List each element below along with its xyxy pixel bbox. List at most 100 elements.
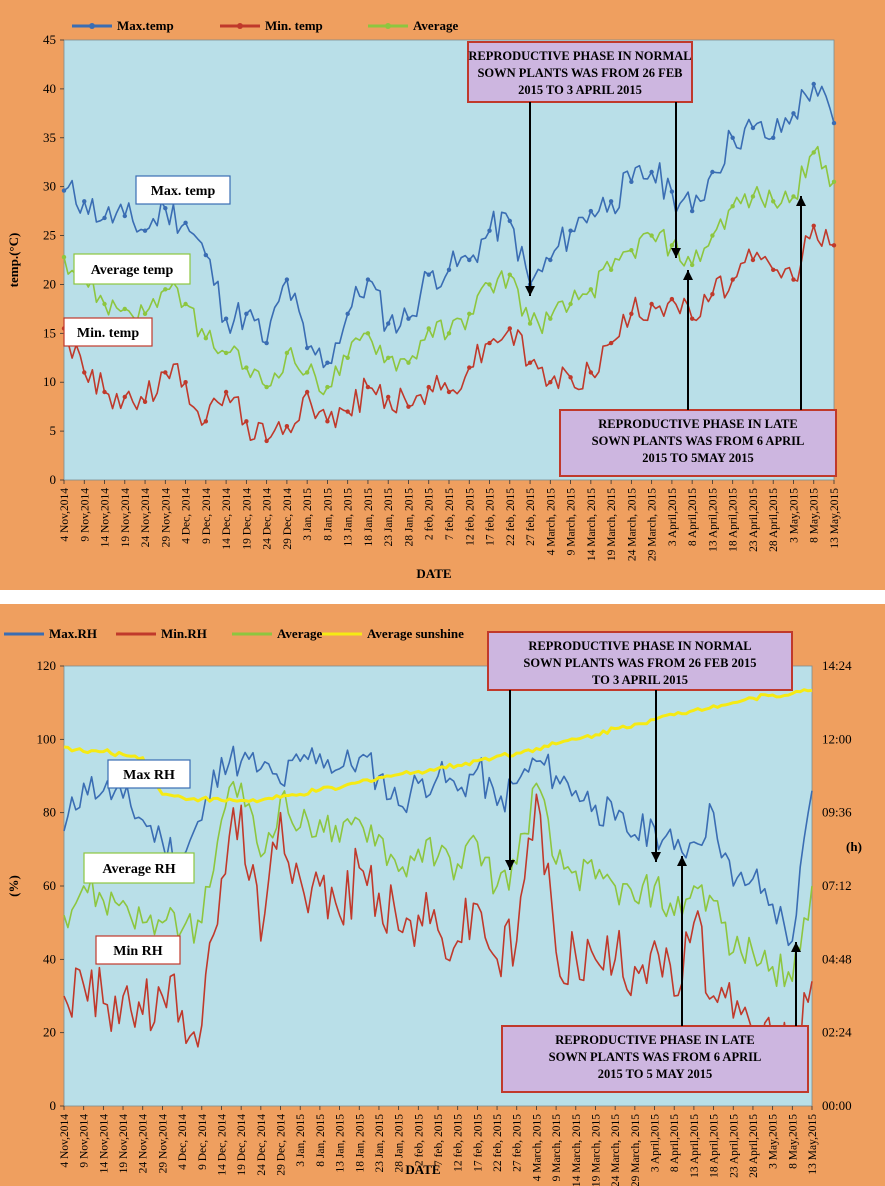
x-tick-label: 9 Dec, 2014 <box>197 1114 209 1170</box>
data-point-min-temp <box>284 424 290 429</box>
legend-label-average: Average <box>413 18 458 33</box>
data-point-max-temp <box>284 277 290 282</box>
data-point-max-temp <box>730 135 735 140</box>
data-point-max-temp <box>203 252 209 258</box>
x-tick-label: 24 Dec, 2014 <box>262 488 274 550</box>
x-tick-label: 4 March, 2015 <box>545 488 557 556</box>
data-point-average <box>811 150 816 155</box>
y-right-tick-label: 14:24 <box>822 658 852 673</box>
data-point-max-temp <box>791 111 796 116</box>
y-right-tick-label: 09:36 <box>822 805 852 820</box>
y-tick-label: 40 <box>43 951 56 966</box>
y-right-tick-label: 12:00 <box>822 731 852 746</box>
legend-marker <box>89 23 95 29</box>
legend-label-max-temp: Max.temp <box>117 18 174 33</box>
x-tick-label: 4 Dec, 2014 <box>177 1114 189 1170</box>
y-axis-title: temp.(°C) <box>6 233 21 288</box>
x-tick-label: 29 Nov,2014 <box>160 488 172 548</box>
data-point-max-temp <box>345 311 350 316</box>
data-point-average <box>608 267 614 272</box>
data-point-min-temp <box>325 419 330 424</box>
data-point-average <box>183 301 188 307</box>
data-point-max-temp <box>325 360 330 365</box>
x-tick-label: 14 Dec, 2014 <box>221 488 233 550</box>
data-point-min-temp <box>608 340 614 346</box>
data-point-min-temp <box>710 292 715 297</box>
y-tick-label: 0 <box>50 1098 57 1113</box>
phase-arrow-head <box>671 248 681 258</box>
x-tick-label: 18 Jan, 2015 <box>354 1114 366 1173</box>
x-tick-label: 18 Jan, 2015 <box>363 488 375 547</box>
x-tick-label: 9 March, 2015 <box>566 488 578 556</box>
note-normal-phase-line: REPRODUCTIVE PHASE IN NORMAL <box>528 639 751 653</box>
x-tick-label: 27 feb, 2015 <box>525 488 537 546</box>
data-point-max-temp <box>771 135 776 140</box>
phase-arrow-head <box>796 196 806 206</box>
data-point-min-temp <box>568 375 573 380</box>
y-tick-label: 120 <box>37 658 57 673</box>
x-tick-label: 14 Dec, 2014 <box>216 1114 228 1176</box>
data-point-max-temp <box>82 199 87 204</box>
series-label-box-average-rh <box>83 852 195 884</box>
data-point-max-temp <box>588 208 594 214</box>
y-right-tick-label: 00:00 <box>822 1098 852 1113</box>
data-point-average <box>791 194 796 199</box>
data-point-average <box>122 306 127 312</box>
x-tick-label: 24 Dec, 2014 <box>256 1114 268 1176</box>
y-tick-label: 15 <box>43 325 56 340</box>
legend-marker <box>385 23 391 29</box>
data-point-max-temp <box>689 208 695 214</box>
x-tick-label: 13 Jan, 2015 <box>335 1114 347 1173</box>
data-point-min-temp <box>669 296 675 302</box>
data-point-min-temp <box>629 311 634 316</box>
note-normal-phase-line: SOWN PLANTS WAS FROM 26 FEB 2015 <box>523 656 756 670</box>
data-point-max-temp <box>122 213 127 219</box>
x-tick-label: 8 April,2015 <box>687 488 699 546</box>
y-tick-label: 25 <box>43 228 56 243</box>
legend-label-max-rh: Max.RH <box>49 626 97 641</box>
data-point-max-temp <box>608 199 614 204</box>
data-point-average <box>102 301 107 307</box>
data-point-average <box>507 272 512 277</box>
data-point-average <box>669 243 675 248</box>
x-tick-label: 29 March, 2015 <box>647 488 659 561</box>
y-tick-label: 60 <box>43 878 56 893</box>
data-point-max-temp <box>649 169 654 175</box>
series-label-min-rh: Min RH <box>113 944 163 959</box>
data-point-average <box>831 179 837 184</box>
note-normal-phase-line: REPRODUCTIVE PHASE IN NORMAL <box>468 49 691 63</box>
series-label-box-min-temp <box>63 317 153 347</box>
x-tick-label: 8 May,2015 <box>809 488 821 543</box>
x-tick-label: 4 March, 2015 <box>531 1114 543 1182</box>
series-label-average-temp: Average temp <box>91 263 174 278</box>
data-point-min-temp <box>345 409 350 414</box>
x-tick-label: 9 Dec, 2014 <box>201 488 213 544</box>
data-point-max-temp <box>386 321 391 326</box>
series-line-average <box>63 780 813 988</box>
x-tick-label: 17 feb, 2015 <box>485 488 497 546</box>
series-label-box-max-rh <box>107 759 191 789</box>
x-tick-label: 24 March, 2015 <box>626 488 638 561</box>
note-normal-phase-line: TO 3 APRIL 2015 <box>592 673 688 687</box>
legend-label-average-sunshine: Average sunshine <box>367 626 464 641</box>
data-point-min-temp <box>548 380 553 385</box>
data-point-average <box>406 360 411 365</box>
data-point-max-temp <box>163 205 168 211</box>
data-point-average <box>588 287 594 292</box>
data-point-max-temp <box>406 316 411 321</box>
legend-marker <box>237 23 243 29</box>
data-point-max-temp <box>548 257 553 263</box>
x-tick-label: 23 April,2015 <box>748 488 760 552</box>
data-point-max-temp <box>710 169 715 175</box>
y-right-tick-label: 04:48 <box>822 951 852 966</box>
y-right-tick-label: 07:12 <box>822 878 852 893</box>
data-point-max-temp <box>61 188 67 193</box>
y-tick-label: 0 <box>50 472 57 487</box>
x-tick-label: 29 Dec, 2014 <box>282 488 294 550</box>
y-right-axis-title: (h) <box>846 839 862 854</box>
note-normal-phase-line: SOWN PLANTS WAS FROM 26 FEB <box>477 66 682 80</box>
phase-arrow-head <box>677 856 687 866</box>
x-tick-label: 8 April,2015 <box>669 1114 681 1172</box>
data-point-min-temp <box>304 389 310 395</box>
data-point-max-temp <box>831 120 837 126</box>
